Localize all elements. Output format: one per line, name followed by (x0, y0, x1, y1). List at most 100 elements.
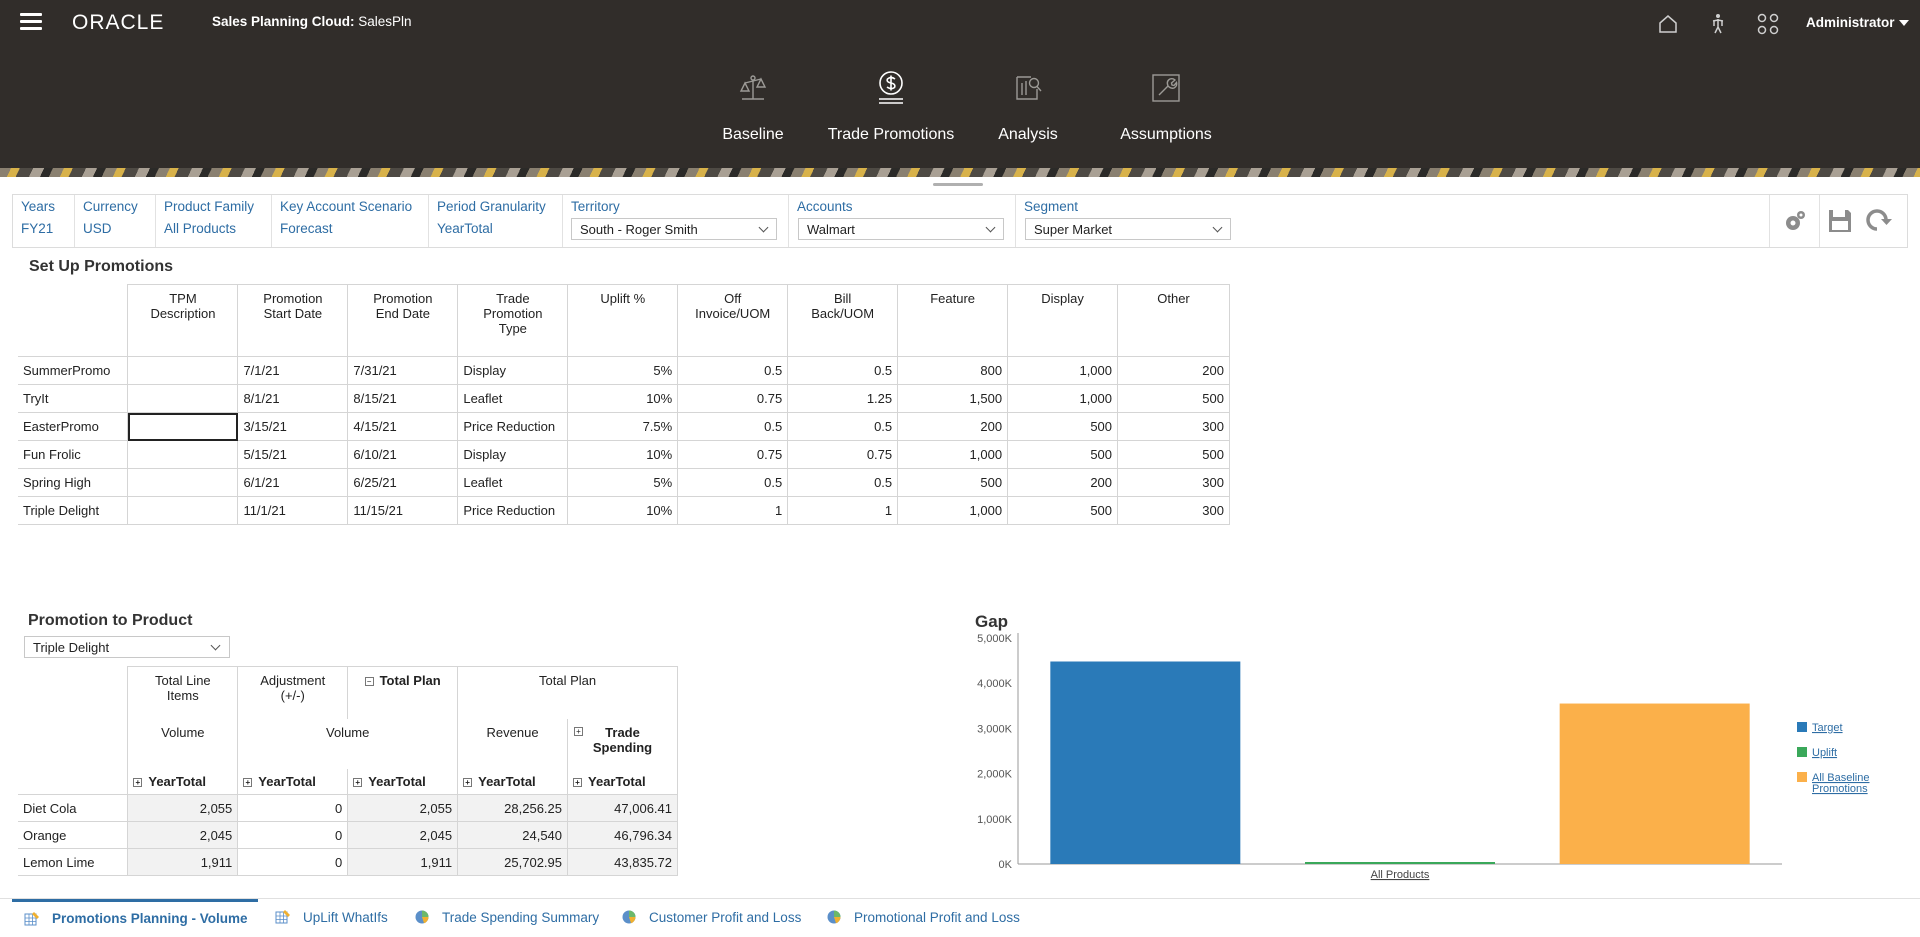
nav-trade-promotions[interactable]: Trade Promotions (816, 68, 966, 144)
grid-cell[interactable]: 1 (677, 496, 789, 525)
grid-cell[interactable]: 2,055 (127, 794, 239, 822)
grid-cell[interactable]: 3/15/21 (237, 412, 349, 441)
nav-assumptions[interactable]: Assumptions (1091, 68, 1241, 144)
legend-label[interactable]: Target (1812, 722, 1843, 734)
grid-cell[interactable]: 0.75 (677, 440, 789, 469)
grid-cell[interactable]: 1,000 (1007, 384, 1119, 413)
grid-cell[interactable]: 0.5 (787, 412, 899, 441)
grid-cell[interactable]: 500 (897, 468, 1009, 497)
home-icon[interactable] (1656, 12, 1680, 36)
grid-cell[interactable]: 6/10/21 (347, 440, 459, 469)
pov-value[interactable]: USD (83, 221, 112, 236)
legend-label[interactable]: All Baseline (1812, 772, 1869, 784)
grid-cell[interactable] (127, 468, 239, 497)
grid-cell[interactable]: 25,702.95 (457, 848, 569, 876)
grid-cell[interactable]: 0.5 (787, 468, 899, 497)
grid-cell[interactable]: 10% (567, 496, 679, 525)
expand-icon[interactable]: + (243, 777, 253, 787)
grid-cell[interactable] (127, 440, 239, 469)
grid-cell[interactable]: 2,055 (347, 794, 459, 822)
grid-cell[interactable]: 10% (567, 384, 679, 413)
grid-cell[interactable]: 0.5 (677, 412, 789, 441)
grid-cell[interactable]: Price Reduction (457, 496, 569, 525)
grid-cell[interactable]: Leaflet (457, 468, 569, 497)
grid-cell[interactable]: 11/1/21 (237, 496, 349, 525)
grid-cell[interactable]: 0.5 (677, 356, 789, 385)
navigator-grid-icon[interactable] (1756, 12, 1780, 36)
grid-cell[interactable]: 200 (897, 412, 1009, 441)
grid-cell[interactable]: 300 (1117, 468, 1230, 497)
expand-icon[interactable]: + (133, 777, 143, 787)
nav-analysis[interactable]: Analysis (953, 68, 1103, 144)
pov-value[interactable]: All Products (164, 221, 237, 236)
grid-cell[interactable]: 0.5 (787, 356, 899, 385)
grid-cell[interactable]: 5% (567, 468, 679, 497)
expand-icon[interactable]: + (463, 777, 473, 787)
grid-cell[interactable]: 0.75 (677, 384, 789, 413)
grid-cell[interactable]: 500 (1117, 384, 1230, 413)
grid-cell[interactable]: 1,911 (347, 848, 459, 876)
tab-customer-profit-and-loss[interactable]: Customer Profit and Loss (621, 899, 801, 935)
expand-icon[interactable]: + (573, 777, 583, 787)
tab-uplift-whatifs[interactable]: UpLift WhatIfs (275, 899, 388, 935)
grid-cell[interactable]: 1,500 (897, 384, 1009, 413)
accounts-select[interactable]: Walmart (798, 218, 1004, 240)
grid-cell[interactable]: 46,796.34 (567, 821, 678, 849)
grid-cell[interactable]: 1,000 (1007, 356, 1119, 385)
hamburger-menu-icon[interactable] (20, 13, 42, 31)
expand-icon[interactable]: + (574, 726, 584, 736)
grid-cell[interactable] (127, 384, 239, 413)
grid-cell[interactable]: 7/1/21 (237, 356, 349, 385)
grid-cell[interactable] (127, 496, 239, 525)
bar-target[interactable] (1050, 661, 1241, 864)
grid-cell[interactable]: 300 (1117, 412, 1230, 441)
pov-value[interactable]: YearTotal (437, 221, 493, 236)
grid-cell[interactable]: 200 (1117, 356, 1230, 385)
grid-cell[interactable]: Display (457, 356, 569, 385)
user-menu[interactable]: Administrator (1806, 15, 1909, 30)
bar-all-baseline-promotions[interactable] (1559, 703, 1750, 864)
promotion-select[interactable]: Triple Delight (24, 636, 230, 658)
panel-drag-handle[interactable] (933, 183, 983, 186)
accessibility-icon[interactable] (1706, 12, 1730, 36)
grid-cell[interactable]: Display (457, 440, 569, 469)
pov-value[interactable]: Forecast (280, 221, 333, 236)
tab-trade-spending-summary[interactable]: Trade Spending Summary (414, 899, 599, 935)
grid-cell[interactable]: 1,000 (897, 440, 1009, 469)
grid-cell[interactable]: 8/15/21 (347, 384, 459, 413)
grid-cell[interactable]: 500 (1007, 496, 1119, 525)
segment-select[interactable]: Super Market (1025, 218, 1231, 240)
grid-cell[interactable]: 24,540 (457, 821, 569, 849)
x-category-label[interactable]: All Products (1371, 869, 1430, 881)
nav-baseline[interactable]: Baseline (678, 68, 828, 144)
grid-cell[interactable]: 10% (567, 440, 679, 469)
expand-icon[interactable]: + (353, 777, 363, 787)
grid-cell[interactable]: 8/1/21 (237, 384, 349, 413)
grid-cell[interactable]: 800 (897, 356, 1009, 385)
grid-cell[interactable]: 300 (1117, 496, 1230, 525)
grid-cell[interactable]: 0 (237, 821, 349, 849)
grid-cell[interactable] (127, 356, 239, 385)
grid-cell[interactable]: 1 (787, 496, 899, 525)
grid-cell[interactable]: 500 (1117, 440, 1230, 469)
grid-cell[interactable]: Leaflet (457, 384, 569, 413)
grid-cell[interactable]: 500 (1007, 412, 1119, 441)
grid-cell[interactable]: 0.75 (787, 440, 899, 469)
grid-cell[interactable]: 6/1/21 (237, 468, 349, 497)
save-icon[interactable] (1819, 195, 1859, 247)
legend-label[interactable]: Uplift (1812, 747, 1837, 759)
grid-cell[interactable] (127, 412, 239, 441)
grid-cell[interactable]: 2,045 (347, 821, 459, 849)
grid-cell[interactable]: 1,000 (897, 496, 1009, 525)
bar-uplift[interactable] (1305, 862, 1495, 864)
tab-promotional-profit-and-loss[interactable]: Promotional Profit and Loss (826, 899, 1020, 935)
grid-cell[interactable]: Price Reduction (457, 412, 569, 441)
grid-cell[interactable]: 5% (567, 356, 679, 385)
pov-value[interactable]: FY21 (21, 221, 54, 236)
settings-gear-icon[interactable] (1769, 195, 1819, 247)
tab-promotions-planning-volume[interactable]: Promotions Planning - Volume (12, 899, 258, 935)
grid-cell[interactable]: 11/15/21 (347, 496, 459, 525)
grid-cell[interactable]: 5/15/21 (237, 440, 349, 469)
grid-cell[interactable]: 500 (1007, 440, 1119, 469)
territory-select[interactable]: South - Roger Smith (571, 218, 777, 240)
